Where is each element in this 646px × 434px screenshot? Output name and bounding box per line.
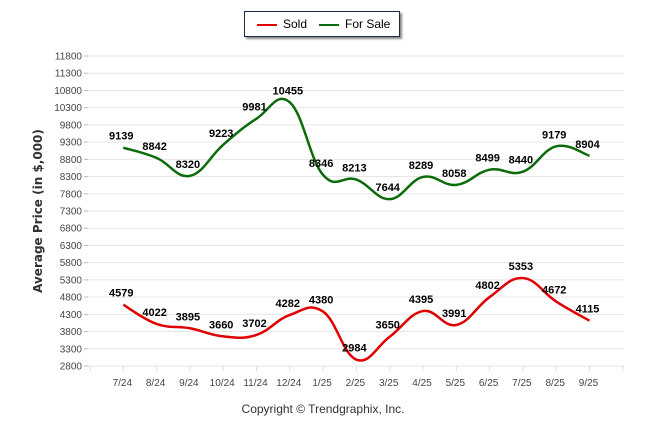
data-label-for-sale: 8440 (509, 155, 533, 167)
x-tick-label: 7/24 (113, 378, 133, 389)
x-tick-label: 2/25 (346, 378, 366, 389)
y-tick-label: 10800 (54, 86, 82, 97)
y-tick-label: 8300 (60, 172, 83, 183)
x-tick-label: 12/24 (276, 378, 301, 389)
data-label-for-sale: 8320 (176, 159, 200, 171)
data-label-for-sale: 9223 (209, 128, 233, 140)
y-tick-label: 7300 (60, 207, 83, 218)
data-label-sold: 4282 (276, 298, 300, 310)
data-label-sold: 2984 (342, 343, 367, 355)
data-label-sold: 3702 (242, 318, 266, 330)
y-tick-label: 6300 (60, 241, 83, 252)
grid-lines (88, 55, 624, 367)
y-tick-label: 11800 (55, 52, 83, 63)
data-label-for-sale: 8499 (475, 153, 499, 165)
data-label-sold: 4672 (542, 285, 566, 297)
y-tick-label: 11300 (55, 69, 83, 80)
y-tick-label: 4300 (60, 310, 83, 321)
series-line-sold (122, 276, 591, 362)
data-label-sold: 3660 (209, 319, 233, 331)
legend-label-for-sale: For Sale (345, 17, 391, 31)
data-label-sold: 5353 (509, 261, 533, 273)
y-tick-label: 7800 (60, 189, 83, 200)
data-label-for-sale: 9139 (109, 131, 133, 143)
x-tick-label: 8/25 (545, 378, 565, 389)
data-label-sold: 3895 (176, 311, 200, 323)
y-tick-label: 6800 (60, 224, 83, 235)
y-tick-label: 3300 (60, 344, 83, 355)
x-tick-label: 9/25 (579, 378, 599, 389)
legend: Sold For Sale (244, 11, 400, 37)
data-label-sold: 4380 (309, 295, 333, 307)
series-line-for-sale (122, 97, 590, 201)
y-tick-label: 5800 (60, 258, 83, 269)
y-tick-label: 8800 (60, 155, 83, 166)
x-tick-label: 5/25 (446, 378, 466, 389)
y-tick-label: 3800 (60, 327, 83, 338)
data-label-sold: 4395 (409, 294, 433, 306)
x-tick-label: 4/25 (412, 378, 432, 389)
data-labels: 4579 4022 3895 3660 3702 4282 4380 2984 3650 4395… (109, 85, 601, 354)
data-label-for-sale: 8904 (575, 139, 600, 151)
y-tick-label: 9300 (60, 138, 83, 149)
x-tick-label: 8/24 (146, 378, 166, 389)
data-label-for-sale: 8346 (309, 158, 333, 170)
data-label-sold: 4802 (475, 280, 499, 292)
data-label-sold: 4579 (109, 288, 133, 300)
data-label-for-sale: 9179 (542, 129, 566, 141)
y-axis-title: Average Price (in $,000) (31, 129, 45, 293)
y-tick-label: 4800 (60, 293, 83, 304)
x-tick-label: 10/24 (210, 378, 235, 389)
data-label-sold: 4022 (142, 307, 166, 319)
data-label-for-sale: 9981 (242, 102, 266, 114)
x-tick-label: 11/24 (243, 378, 268, 389)
x-tick-label: 9/24 (179, 378, 199, 389)
data-label-for-sale: 8213 (342, 163, 366, 175)
data-label-for-sale: 8058 (442, 168, 466, 180)
data-label-sold: 3991 (442, 308, 466, 320)
copyright-text: Copyright © Trendgraphix, Inc. (241, 402, 405, 416)
y-tick-label: 9800 (60, 120, 83, 131)
data-label-for-sale: 7644 (375, 182, 400, 194)
y-tick-label: 10300 (54, 103, 82, 114)
legend-swatch-sold (257, 24, 277, 26)
x-axis-ticks: 7/24 8/24 9/24 10/24 11/24 12/24 1/25 2/25 3/25 4… (89, 366, 624, 389)
data-label-for-sale: 8289 (409, 160, 433, 172)
x-tick-label: 7/25 (512, 378, 532, 389)
x-tick-label: 6/25 (479, 378, 499, 389)
y-tick-label: 5300 (60, 275, 83, 286)
data-label-sold: 3650 (375, 320, 399, 332)
legend-swatch-for-sale (319, 24, 339, 26)
y-tick-label: 2800 (60, 362, 83, 373)
x-tick-label: 1/25 (312, 378, 332, 389)
data-label-for-sale: 10455 (273, 85, 304, 97)
data-label-sold: 4115 (576, 304, 600, 316)
legend-label-sold: Sold (283, 17, 308, 31)
series-lines (122, 97, 591, 362)
x-tick-label: 3/25 (379, 378, 399, 389)
data-label-for-sale: 8842 (142, 141, 166, 153)
y-axis-ticks: 2800 3300 3800 4300 4800 5300 5800 6300 6800 7300… (54, 52, 88, 373)
